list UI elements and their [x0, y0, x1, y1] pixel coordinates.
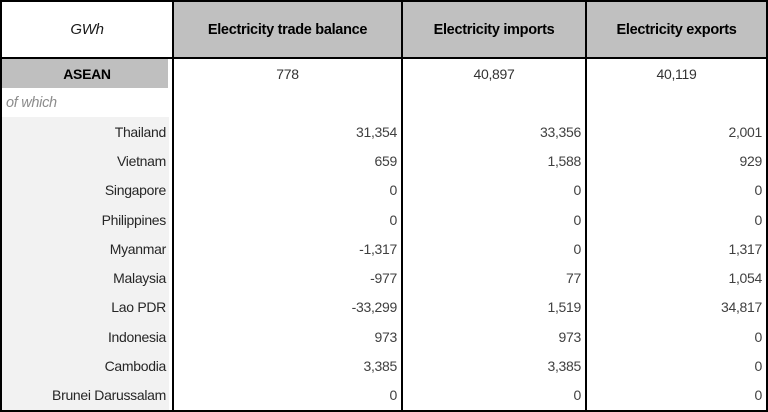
cell-value: 31,354: [174, 117, 403, 147]
row-label-malaysia: Malaysia: [2, 263, 174, 293]
row-label-singapore: Singapore: [2, 175, 174, 205]
row-label-thailand: Thailand: [2, 117, 174, 147]
cell-value: 2,001: [728, 123, 762, 140]
cell-value: 0: [754, 182, 763, 199]
cell-value: 3,385: [174, 351, 403, 381]
cell-value: -1,317: [174, 234, 403, 264]
row-label-philippines: Philippines: [2, 204, 174, 235]
unit-header: GWh: [2, 2, 174, 59]
row-label-indonesia: Indonesia: [2, 322, 174, 352]
cell-value: 34,817: [720, 299, 762, 316]
column-header-exports: Electricity exports: [587, 2, 766, 59]
summary-exports-value: 40,119: [656, 65, 697, 82]
empty-cell: [403, 88, 587, 117]
row-label-myanmar: Myanmar: [2, 234, 174, 264]
cell-value: 1,054: [728, 270, 762, 287]
cell-value: 1,317: [728, 240, 762, 257]
empty-cell: [587, 88, 766, 117]
row-label-vietnam: Vietnam: [2, 146, 174, 176]
cell-value: 659: [174, 146, 403, 176]
cell-value: 0: [754, 328, 763, 345]
of-which-label: of which: [2, 88, 174, 117]
cell-value: 0: [403, 380, 587, 410]
cell-value: 77: [403, 263, 587, 293]
row-label-cambodia: Cambodia: [2, 351, 174, 381]
cell-value: 0: [174, 380, 403, 410]
cell-value: 0: [754, 211, 763, 228]
row-label-brunei-darussalam: Brunei Darussalam: [2, 380, 174, 410]
summary-row-label: ASEAN: [2, 59, 174, 88]
summary-balance-value: 778: [174, 59, 403, 88]
cell-value: 0: [403, 204, 587, 235]
cell-value: 973: [174, 322, 403, 352]
cell-value: 3,385: [403, 351, 587, 381]
cell-value: 33,356: [403, 117, 587, 147]
cell-value: 0: [403, 234, 587, 264]
cell-value: -33,299: [174, 292, 403, 323]
empty-cell: [174, 88, 403, 117]
cell-value: 0: [174, 175, 403, 205]
row-label-lao-pdr: Lao PDR: [2, 292, 174, 323]
summary-imports-value: 40,897: [403, 59, 587, 88]
cell-value: 0: [754, 358, 763, 375]
cell-value: 973: [403, 322, 587, 352]
cell-value: 0: [754, 387, 763, 404]
cell-value: 0: [403, 175, 587, 205]
cell-value: 1,588: [403, 146, 587, 176]
cell-value: 929: [739, 152, 763, 169]
column-header-trade-balance: Electricity trade balance: [174, 2, 403, 59]
cell-value: 0: [174, 204, 403, 235]
cell-value: 1,519: [403, 292, 587, 323]
cell-value: -977: [174, 263, 403, 293]
column-header-imports: Electricity imports: [403, 2, 587, 59]
